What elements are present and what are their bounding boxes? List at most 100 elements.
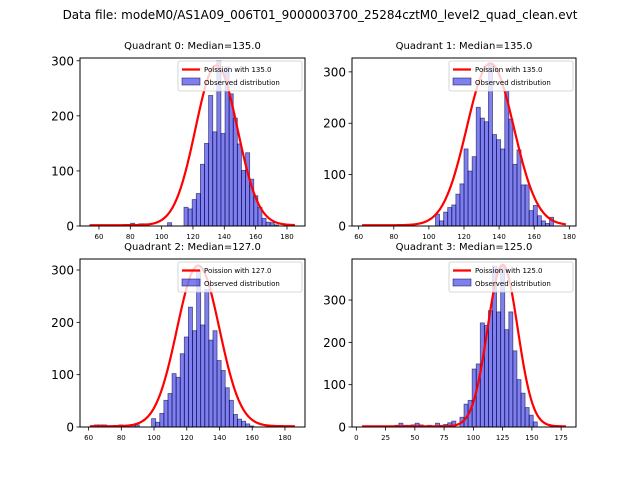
histogram-bar <box>508 311 514 428</box>
x-tick-label: 0 <box>354 434 358 442</box>
x-tick-label: 100 <box>467 434 480 442</box>
axes-frame <box>351 258 577 428</box>
histogram-bar <box>195 193 201 227</box>
axes-frame <box>79 57 306 227</box>
histogram-bar <box>204 142 210 227</box>
y-tick-label: 0 <box>338 421 346 435</box>
x-tick-label: 140 <box>213 434 226 442</box>
legend-box <box>448 60 574 92</box>
subplot-title: Quadrant 3: Median=125.0 <box>396 242 533 253</box>
x-tick-label: 25 <box>381 434 390 442</box>
histogram-bar <box>508 118 514 227</box>
histogram-bars <box>435 64 555 227</box>
histogram-bar <box>237 418 242 428</box>
histogram-bar <box>208 95 214 227</box>
x-tick-label: 100 <box>147 434 160 442</box>
x-tick-label: 150 <box>525 434 538 442</box>
histogram-bar <box>265 221 271 227</box>
x-tick-label: 100 <box>155 233 168 241</box>
y-tick-label: 300 <box>323 294 346 308</box>
x-tick-label: 160 <box>246 434 259 442</box>
x-tick-label: 140 <box>492 233 505 241</box>
y-tick-label: 200 <box>323 336 346 350</box>
histogram-bar <box>241 420 247 428</box>
histogram-bar <box>528 210 534 227</box>
histogram-bar <box>241 169 246 227</box>
histogram-bar <box>261 217 267 227</box>
histogram-bars <box>89 60 279 227</box>
histogram-bar <box>196 269 202 428</box>
y-tick-label: 100 <box>323 378 346 392</box>
y-tick-label: 300 <box>51 54 74 68</box>
histogram-bar <box>504 329 510 428</box>
y-tick-label: 100 <box>51 164 74 178</box>
histogram-bar <box>443 211 449 227</box>
histogram-bar <box>447 207 453 227</box>
legend-label: Poission with 135.0 <box>475 66 543 74</box>
legend: Poission with 135.0 Observed distribution <box>177 60 303 92</box>
histogram-bar <box>479 117 485 227</box>
y-tick-label: 200 <box>323 117 346 131</box>
subplot-quadrant-1: Quadrant 1: Median=135.0 0 100 200 300 60 80 10… <box>323 41 577 241</box>
x-tick-label: 160 <box>528 233 541 241</box>
subplot-quadrant-2: Quadrant 2: Median=127.0 0 100 200 300 60 80 10… <box>51 242 306 442</box>
x-tick-label: 120 <box>457 233 470 241</box>
histogram-bar <box>512 163 518 227</box>
histogram-bar <box>471 156 477 227</box>
legend: Poission with 135.0 Observed distribution <box>448 60 574 92</box>
x-tick-label: 60 <box>84 434 93 442</box>
histogram-bar <box>199 163 205 227</box>
histogram-bar <box>212 330 218 428</box>
y-tick-label: 300 <box>323 65 346 79</box>
axes-frame <box>79 258 306 428</box>
histogram-bar <box>516 379 522 428</box>
histogram-bar <box>179 353 185 428</box>
histogram-bar <box>532 421 538 428</box>
x-tick-label: 180 <box>278 434 291 442</box>
histogram-bar <box>204 288 210 428</box>
y-tick-label: 0 <box>66 421 74 435</box>
histogram-bar <box>520 184 526 227</box>
histogram-bar <box>459 183 465 227</box>
legend-label: Poission with 125.0 <box>475 267 543 275</box>
histogram-bar <box>232 117 238 227</box>
histogram-bar <box>191 199 197 227</box>
legend-bar-swatch <box>181 278 201 287</box>
histogram-bar <box>496 139 502 227</box>
histogram-bar <box>528 414 534 428</box>
histogram-bar <box>439 220 445 227</box>
legend-box <box>177 261 303 293</box>
histogram-bar <box>155 421 161 428</box>
histogram-bar <box>504 90 510 227</box>
histogram-bar <box>192 330 197 428</box>
histogram-bar <box>228 93 234 227</box>
histogram-bar <box>220 370 226 428</box>
histogram-bar <box>233 414 238 428</box>
histogram-bar <box>540 220 546 227</box>
y-tick-label: 100 <box>323 168 346 182</box>
histogram-bar <box>167 393 173 428</box>
x-tick-label: 175 <box>554 434 567 442</box>
histogram-bar <box>236 143 242 227</box>
histogram-bar <box>187 208 193 227</box>
histogram-bar <box>455 193 461 227</box>
x-tick-label: 120 <box>180 434 193 442</box>
poisson-curve <box>362 263 566 428</box>
histogram-bar <box>208 339 214 428</box>
legend-box <box>177 60 303 92</box>
subplot-title: Quadrant 1: Median=135.0 <box>396 41 533 52</box>
x-tick-label: 80 <box>389 233 398 241</box>
y-tick-label: 0 <box>338 220 346 234</box>
legend-label: Observed distribution <box>475 280 551 288</box>
histogram-bar <box>175 376 181 428</box>
y-tick-label: 300 <box>51 263 74 277</box>
histogram-bar <box>524 184 530 227</box>
subplot-title: Quadrant 0: Median=135.0 <box>124 41 261 52</box>
legend-label: Observed distribution <box>204 79 280 87</box>
x-tick-label: 100 <box>422 233 435 241</box>
legend: Poission with 127.0 Observed distribution <box>177 261 303 293</box>
x-tick-label: 120 <box>186 233 199 241</box>
histogram-bar <box>492 134 497 227</box>
histogram-bar <box>451 204 457 227</box>
x-tick-label: 140 <box>218 233 231 241</box>
